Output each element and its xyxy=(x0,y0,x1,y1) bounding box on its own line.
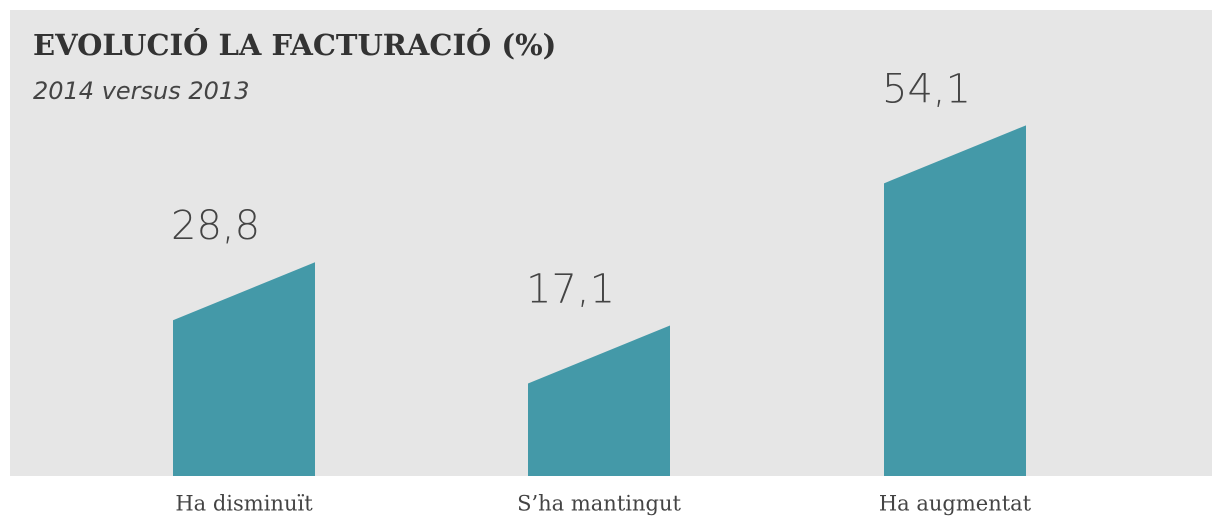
value-label: 17,1 xyxy=(526,266,615,312)
x-tick-label: Ha augmentat xyxy=(879,492,1032,516)
value-label: 28,8 xyxy=(171,203,260,249)
x-tick-label: Ha disminuït xyxy=(175,492,313,516)
bar xyxy=(884,125,1026,476)
bar xyxy=(173,262,315,476)
x-tick-label: S’ha mantingut xyxy=(517,492,681,516)
chart-subtitle: 2014 versus 2013 xyxy=(33,77,249,105)
chart-title: EVOLUCIÓ LA FACTURACIÓ (%) xyxy=(33,27,556,62)
value-label: 54,1 xyxy=(882,66,971,112)
bar xyxy=(528,325,670,476)
